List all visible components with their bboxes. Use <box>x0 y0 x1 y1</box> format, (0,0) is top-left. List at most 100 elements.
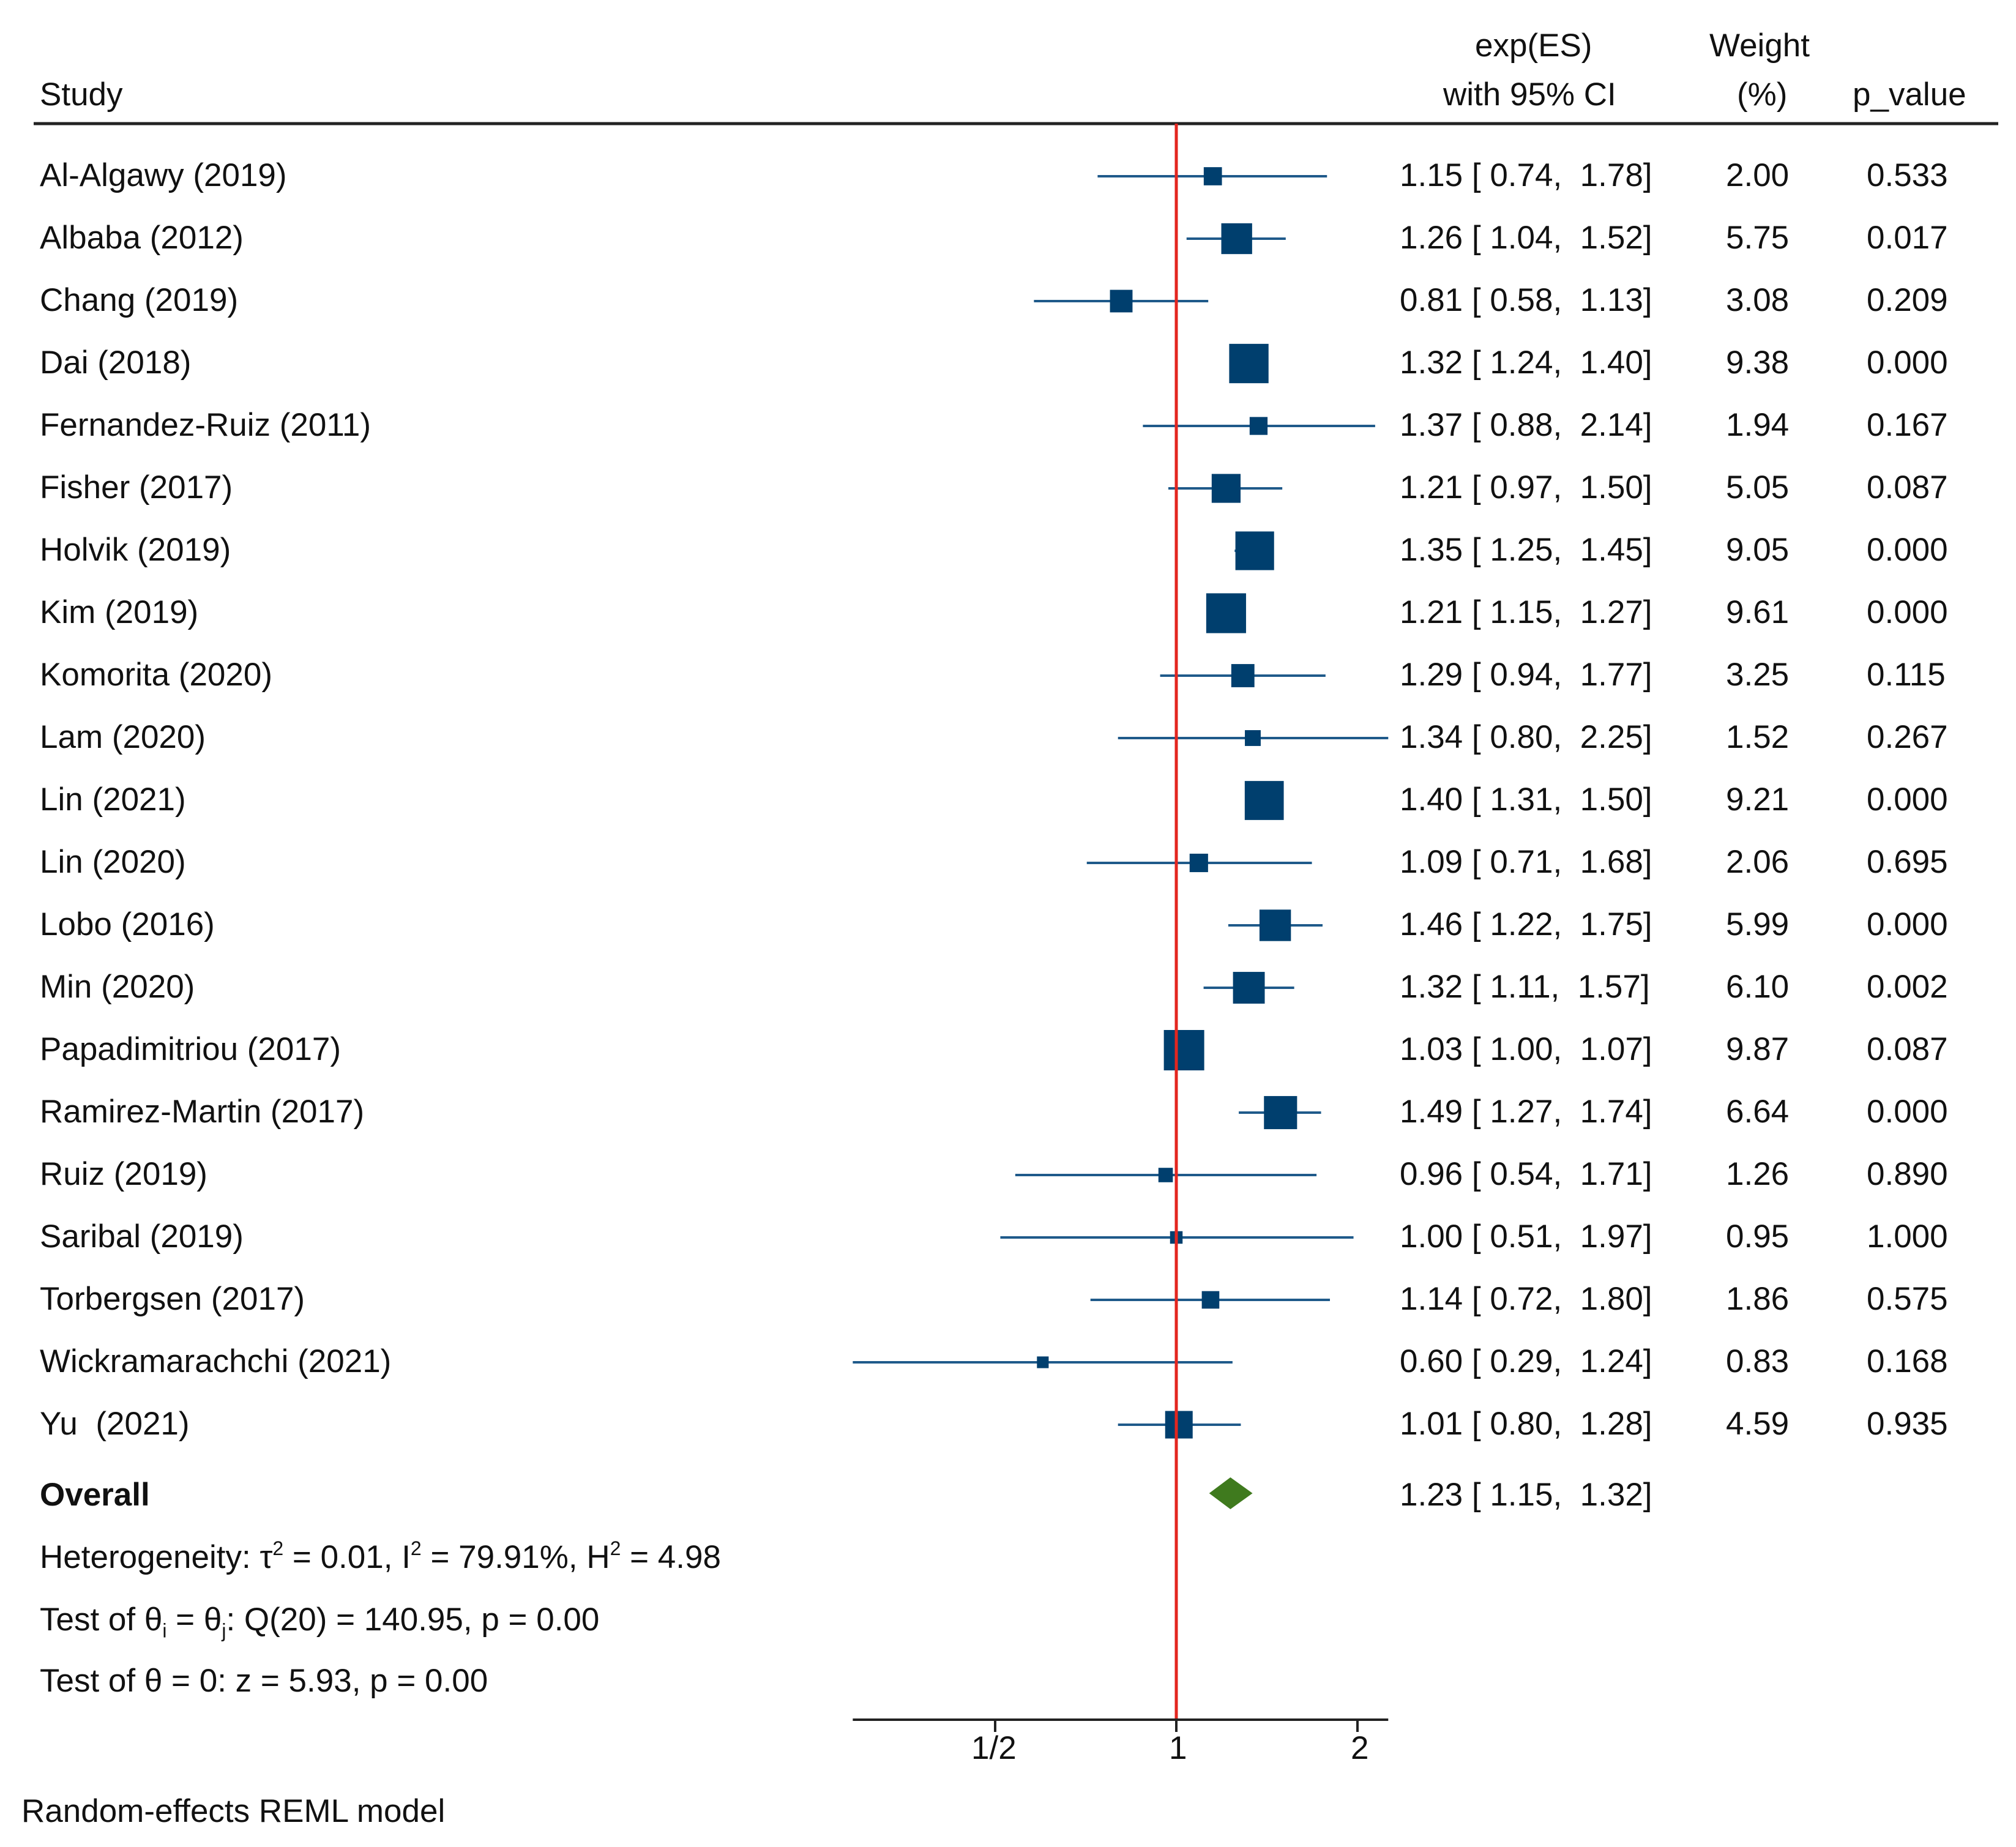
study-ci-text: 1.26 [ 1.04, 1.52] <box>1400 220 1652 256</box>
study-ci-text: 1.03 [ 1.00, 1.07] <box>1400 1031 1652 1067</box>
header-es-line2: with 95% CI <box>1443 76 1616 113</box>
study-effect-marker <box>1221 223 1252 255</box>
study-ci-text: 1.14 [ 0.72, 1.80] <box>1400 1281 1652 1317</box>
study-effect-marker <box>1037 1356 1049 1368</box>
study-p-value: 0.002 <box>1867 969 1948 1005</box>
study-weight: 3.25 <box>1726 657 1790 693</box>
study-effect-marker <box>1249 417 1268 435</box>
overall-ci-text: 1.23 [ 1.15, 1.32] <box>1400 1477 1652 1513</box>
study-weight: 0.95 <box>1726 1218 1790 1255</box>
study-p-value: 0.087 <box>1867 1031 1948 1067</box>
x-tick-label-two: 2 <box>1351 1730 1369 1766</box>
study-name: Papadimitriou (2017) <box>40 1031 341 1067</box>
study-ci-text: 1.32 [ 1.11, 1.57] <box>1400 969 1650 1005</box>
study-name: Komorita (2020) <box>40 657 273 693</box>
study-effect-marker <box>1211 474 1241 503</box>
study-effect-marker <box>1163 1030 1204 1070</box>
study-effect-marker <box>1189 853 1208 873</box>
study-effect-marker <box>1245 730 1261 746</box>
study-weight: 9.61 <box>1726 594 1790 630</box>
study-name: Min (2020) <box>40 969 195 1005</box>
study-ci-text: 1.15 [ 0.74, 1.78] <box>1400 157 1652 193</box>
study-name: Albaba (2012) <box>40 220 244 256</box>
study-ci-text: 1.49 [ 1.27, 1.74] <box>1400 1094 1652 1130</box>
study-ci-text: 1.09 [ 0.71, 1.68] <box>1400 844 1652 880</box>
study-name: Dai (2018) <box>40 345 192 381</box>
study-p-value: 0.115 <box>1867 657 1946 693</box>
study-p-value: 0.000 <box>1867 594 1948 630</box>
study-ci-text: 1.29 [ 0.94, 1.77] <box>1400 657 1652 693</box>
study-name: Lobo (2016) <box>40 906 215 942</box>
study-p-value: 0.575 <box>1867 1281 1948 1317</box>
study-p-value: 0.000 <box>1867 1094 1948 1130</box>
study-p-value: 1.000 <box>1867 1218 1948 1255</box>
study-weight: 9.05 <box>1726 532 1790 568</box>
study-effect-marker <box>1165 1411 1193 1439</box>
study-name: Torbergsen (2017) <box>40 1281 305 1317</box>
study-p-value: 0.267 <box>1867 719 1948 755</box>
study-name: Lin (2021) <box>40 782 186 818</box>
study-weight: 1.52 <box>1726 719 1790 755</box>
study-weight: 1.26 <box>1726 1156 1790 1192</box>
heterogeneity-stats: Heterogeneity: τ2 = 0.01, I2 = 79.91%, H… <box>40 1537 721 1575</box>
study-ci-text: 1.46 [ 1.22, 1.75] <box>1400 906 1652 942</box>
study-ci-text: 1.21 [ 0.97, 1.50] <box>1400 469 1652 506</box>
header-weight-line1: Weight <box>1709 28 1810 64</box>
study-effect-marker <box>1110 289 1133 313</box>
study-weight: 9.87 <box>1726 1031 1790 1067</box>
study-ci-text: 1.32 [ 1.24, 1.40] <box>1400 345 1652 381</box>
study-name: Holvik (2019) <box>40 532 231 568</box>
study-name: Al-Algawy (2019) <box>40 157 287 193</box>
study-p-value: 0.017 <box>1867 220 1948 256</box>
study-effect-marker <box>1231 664 1255 687</box>
study-name: Lam (2020) <box>40 719 206 755</box>
study-name: Lin (2020) <box>40 844 186 880</box>
study-name: Saribal (2019) <box>40 1218 244 1255</box>
study-effect-marker <box>1233 972 1265 1004</box>
study-weight: 9.21 <box>1726 782 1790 818</box>
study-p-value: 0.000 <box>1867 345 1948 381</box>
study-name: Ruiz (2019) <box>40 1156 207 1192</box>
study-p-value: 0.167 <box>1867 407 1948 443</box>
study-weight: 3.08 <box>1726 282 1790 318</box>
study-weight: 4.59 <box>1726 1406 1790 1442</box>
study-ci-text: 1.34 [ 0.80, 2.25] <box>1400 719 1652 755</box>
study-weight: 6.10 <box>1726 969 1790 1005</box>
study-effect-marker <box>1259 909 1291 941</box>
study-weight: 6.64 <box>1726 1094 1790 1130</box>
study-p-value: 0.695 <box>1867 844 1948 880</box>
study-weight: 1.94 <box>1726 407 1790 443</box>
z-test-stats: Test of θ = 0: z = 5.93, p = 0.00 <box>40 1663 488 1699</box>
overall-diamond <box>1209 1477 1253 1509</box>
study-p-value: 0.533 <box>1867 157 1948 193</box>
study-ci-text: 0.60 [ 0.29, 1.24] <box>1400 1343 1652 1379</box>
study-ci-text: 1.21 [ 1.15, 1.27] <box>1400 594 1652 630</box>
study-p-value: 0.935 <box>1867 1406 1948 1442</box>
overall-label: Overall <box>40 1477 150 1513</box>
study-weight: 5.75 <box>1726 220 1790 256</box>
header-study: Study <box>40 76 123 113</box>
q-test-stats: Test of θi = θj: Q(20) = 140.95, p = 0.0… <box>40 1602 600 1642</box>
study-ci-text: 0.81 [ 0.58, 1.13] <box>1400 282 1652 318</box>
study-name: Fisher (2017) <box>40 469 233 506</box>
study-ci-text: 0.96 [ 0.54, 1.71] <box>1400 1156 1652 1192</box>
study-name: Wickramarachchi (2021) <box>40 1343 392 1379</box>
study-p-value: 0.087 <box>1867 469 1948 506</box>
study-p-value: 0.890 <box>1867 1156 1948 1192</box>
study-name: Yu (2021) <box>40 1406 190 1442</box>
study-ci-text: 1.40 [ 1.31, 1.50] <box>1400 782 1652 818</box>
study-p-value: 0.000 <box>1867 532 1948 568</box>
study-ci-text: 1.37 [ 0.88, 2.14] <box>1400 407 1652 443</box>
study-p-value: 0.000 <box>1867 906 1948 942</box>
x-tick-label-half: 1/2 <box>971 1730 1017 1766</box>
study-p-value: 0.209 <box>1867 282 1948 318</box>
study-weight: 0.83 <box>1726 1343 1790 1379</box>
study-weight: 9.38 <box>1726 345 1790 381</box>
study-name: Chang (2019) <box>40 282 239 318</box>
study-effect-marker <box>1235 531 1274 570</box>
study-effect-marker <box>1203 167 1222 185</box>
study-weight: 5.05 <box>1726 469 1790 506</box>
model-footnote: Random-effects REML model <box>21 1793 446 1829</box>
study-weight: 2.06 <box>1726 844 1790 880</box>
